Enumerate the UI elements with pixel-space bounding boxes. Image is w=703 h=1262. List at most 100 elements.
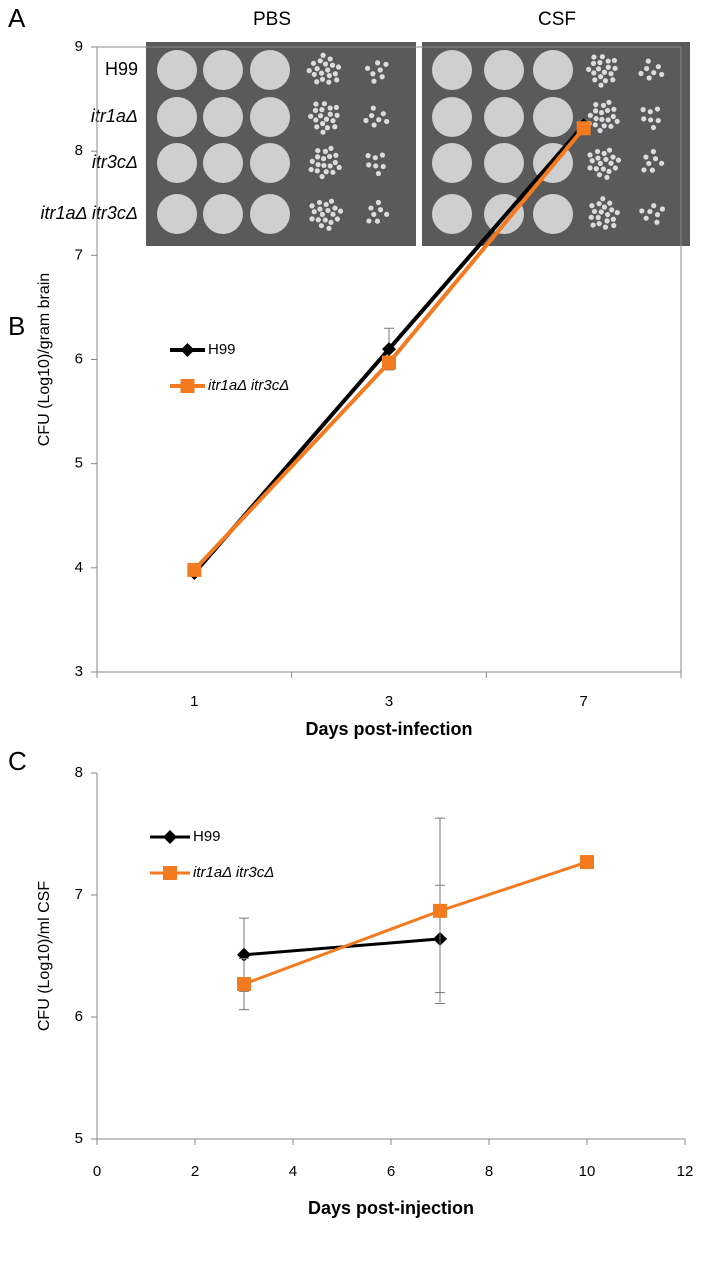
colony-spot — [312, 107, 319, 113]
legend-label: itr1aΔ itr3cΔ — [208, 377, 289, 394]
colony-spot — [606, 99, 612, 105]
colony-spot — [320, 129, 326, 135]
colony-spot — [609, 207, 615, 213]
colony-spot — [328, 198, 335, 204]
colony-spot — [601, 123, 607, 129]
colony-spot — [332, 159, 338, 166]
colony-spot — [322, 217, 328, 223]
colony-spot — [323, 116, 330, 122]
colony-spot — [590, 222, 596, 228]
x-tick-label: 10 — [579, 1163, 596, 1180]
colony-spot — [327, 163, 333, 169]
colony-spot — [250, 50, 290, 90]
colony-spot — [648, 117, 654, 123]
colony-spot — [320, 121, 326, 127]
colony-spot — [314, 79, 320, 85]
colony-spot — [375, 60, 381, 66]
colony-spot — [606, 168, 612, 175]
colony-spot — [591, 54, 597, 60]
colony-spot — [595, 155, 601, 161]
x-axis-title: Days post-injection — [308, 1198, 474, 1218]
colony-spot — [596, 172, 603, 178]
colony-spot — [311, 71, 317, 78]
colony-spot — [587, 165, 593, 171]
colony-spot — [380, 163, 386, 170]
panel-label: C — [8, 746, 27, 776]
colony-spot — [641, 167, 647, 173]
colony-spot — [203, 143, 243, 183]
colony-spot — [313, 101, 319, 107]
colony-spot — [320, 52, 326, 58]
colony-spot — [589, 158, 595, 164]
row-label: itr1aΔ itr3cΔ — [40, 203, 138, 223]
colony-spot — [608, 160, 614, 166]
colony-spot — [329, 62, 336, 68]
colony-spot — [365, 153, 371, 159]
colony-spot — [337, 208, 344, 214]
colony-spot — [651, 70, 657, 76]
colony-spot — [612, 65, 618, 71]
colony-spot — [336, 164, 342, 171]
colony-spot — [600, 196, 606, 202]
colony-spot — [376, 117, 382, 123]
colony-spot — [363, 117, 369, 124]
colony-spot — [317, 206, 323, 212]
colony-spot — [608, 71, 614, 77]
colony-spot — [593, 166, 599, 172]
colony-spot — [203, 97, 243, 137]
colony-spot — [602, 224, 609, 230]
legend-label: itr1aΔ itr3cΔ — [193, 864, 274, 881]
colony-spot — [598, 110, 605, 116]
colony-spot — [319, 76, 326, 82]
colony-spot — [366, 162, 372, 168]
colony-spot — [377, 207, 384, 213]
colony-spot — [610, 77, 616, 83]
colony-spot — [383, 61, 389, 67]
colony-spot — [598, 74, 604, 80]
colony-spot — [603, 156, 609, 163]
series-line — [243, 860, 588, 986]
y-tick-label: 3 — [75, 663, 83, 680]
colony-spot — [309, 203, 315, 209]
colony-spot — [308, 166, 314, 173]
y-tick-label: 4 — [75, 559, 83, 576]
colony-spot — [366, 218, 372, 224]
colony-spot — [314, 154, 321, 160]
marker — [433, 903, 447, 918]
colony-spot — [592, 122, 598, 128]
colony-spot — [372, 155, 378, 161]
colony-spot — [604, 107, 611, 114]
colony-spot — [373, 163, 379, 169]
y-tick-label: 8 — [75, 764, 83, 781]
marker — [382, 342, 396, 357]
colony-spot — [593, 115, 599, 122]
colony-spot — [654, 219, 660, 225]
colony-spot — [328, 145, 334, 151]
colony-spot — [602, 78, 609, 84]
colony-spot — [591, 70, 597, 76]
colony-spot — [593, 101, 599, 108]
colony-spot — [379, 152, 386, 158]
x-tick-label: 0 — [93, 1163, 101, 1180]
x-tick-label: 3 — [385, 693, 393, 710]
colony-spot — [319, 211, 325, 217]
y-axis-title: CFU (Log10)/ml CSF — [36, 881, 53, 1031]
x-axis-title: Days post-infection — [305, 719, 472, 739]
colony-spot — [370, 71, 376, 77]
x-tick-label: 6 — [387, 1163, 395, 1180]
colony-spot — [315, 217, 321, 223]
colony-spot — [639, 208, 645, 214]
colony-spot — [328, 219, 334, 226]
colony-spot — [315, 147, 321, 154]
colony-spot — [610, 113, 616, 120]
marker — [237, 977, 251, 992]
colony-spot — [591, 208, 598, 215]
colony-spot — [598, 209, 604, 215]
colony-spot — [317, 113, 324, 119]
colony-spot — [384, 118, 390, 125]
colony-spot — [327, 111, 333, 117]
colony-spot — [606, 147, 613, 153]
colony-spot — [601, 150, 607, 157]
colony-spot — [375, 170, 382, 177]
colony-spot — [326, 72, 332, 79]
